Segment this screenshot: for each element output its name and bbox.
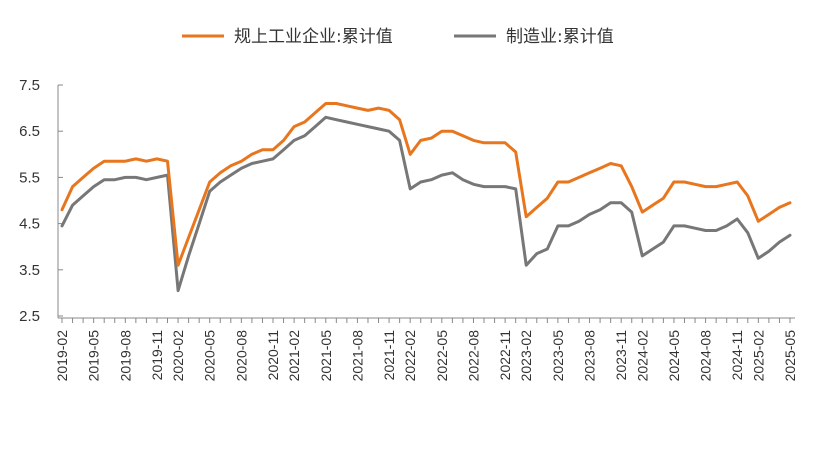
x-tick-label: 2025-02 — [750, 330, 766, 382]
y-tick-label: 7.5 — [19, 77, 40, 94]
series-layer — [60, 102, 792, 293]
x-tick-label: 2022-02 — [402, 330, 418, 382]
y-tick-label: 3.5 — [19, 262, 40, 279]
x-tick-label: 2021-08 — [349, 330, 365, 382]
x-tick-label: 2021-11 — [381, 330, 397, 381]
series-line-1 — [60, 102, 792, 267]
x-tick-label: 2022-11 — [497, 330, 513, 381]
x-tick-label: 2025-05 — [782, 330, 798, 382]
x-tick-label: 2019-11 — [149, 330, 165, 381]
y-tick-label: 4.5 — [19, 216, 40, 233]
x-tick-label: 2023-08 — [582, 330, 598, 382]
y-axis-ticks: 2.5 3.5 4.5 5.5 6.5 7.5 — [19, 77, 63, 325]
legend-label: 规上工业企业:累计值 — [234, 27, 393, 47]
x-tick-label: 2023-11 — [613, 330, 629, 381]
y-tick-label: 2.5 — [19, 308, 40, 325]
legend: 规上工业企业:累计值 制造业:累计值 — [182, 27, 614, 47]
x-tick-label: 2024-05 — [666, 330, 682, 382]
x-tick-label: 2024-08 — [698, 330, 714, 382]
x-tick-label: 2020-11 — [265, 330, 281, 381]
x-tick-label: 2022-08 — [465, 330, 481, 382]
x-tick-label: 2020-02 — [170, 330, 186, 382]
legend-item-series-2: 制造业:累计值 — [454, 27, 614, 47]
x-tick-label: 2022-05 — [434, 330, 450, 382]
x-tick-label: 2019-08 — [117, 330, 133, 382]
x-tick-label: 2021-02 — [286, 330, 302, 382]
x-tick-label: 2023-05 — [550, 330, 566, 382]
legend-item-series-1: 规上工业企业:累计值 — [182, 27, 393, 47]
x-tick-label: 2019-05 — [86, 330, 102, 382]
x-tick-label: 2023-02 — [518, 330, 534, 382]
x-tick-label: 2020-08 — [233, 330, 249, 382]
series-line-2 — [60, 115, 792, 293]
y-tick-label: 5.5 — [19, 169, 40, 186]
x-tick-label: 2019-02 — [54, 330, 70, 382]
x-tick-label: 2024-11 — [729, 330, 745, 381]
x-tick-label: 2020-05 — [202, 330, 218, 382]
x-tick-label: 2024-02 — [634, 330, 650, 382]
y-tick-label: 6.5 — [19, 123, 40, 140]
x-tick-label: 2021-05 — [318, 330, 334, 382]
legend-label: 制造业:累计值 — [506, 27, 614, 47]
x-axis-ticks: 2019-02 2019-05 2019-08 2019-11 2020-02 2020-… — [54, 318, 798, 381]
